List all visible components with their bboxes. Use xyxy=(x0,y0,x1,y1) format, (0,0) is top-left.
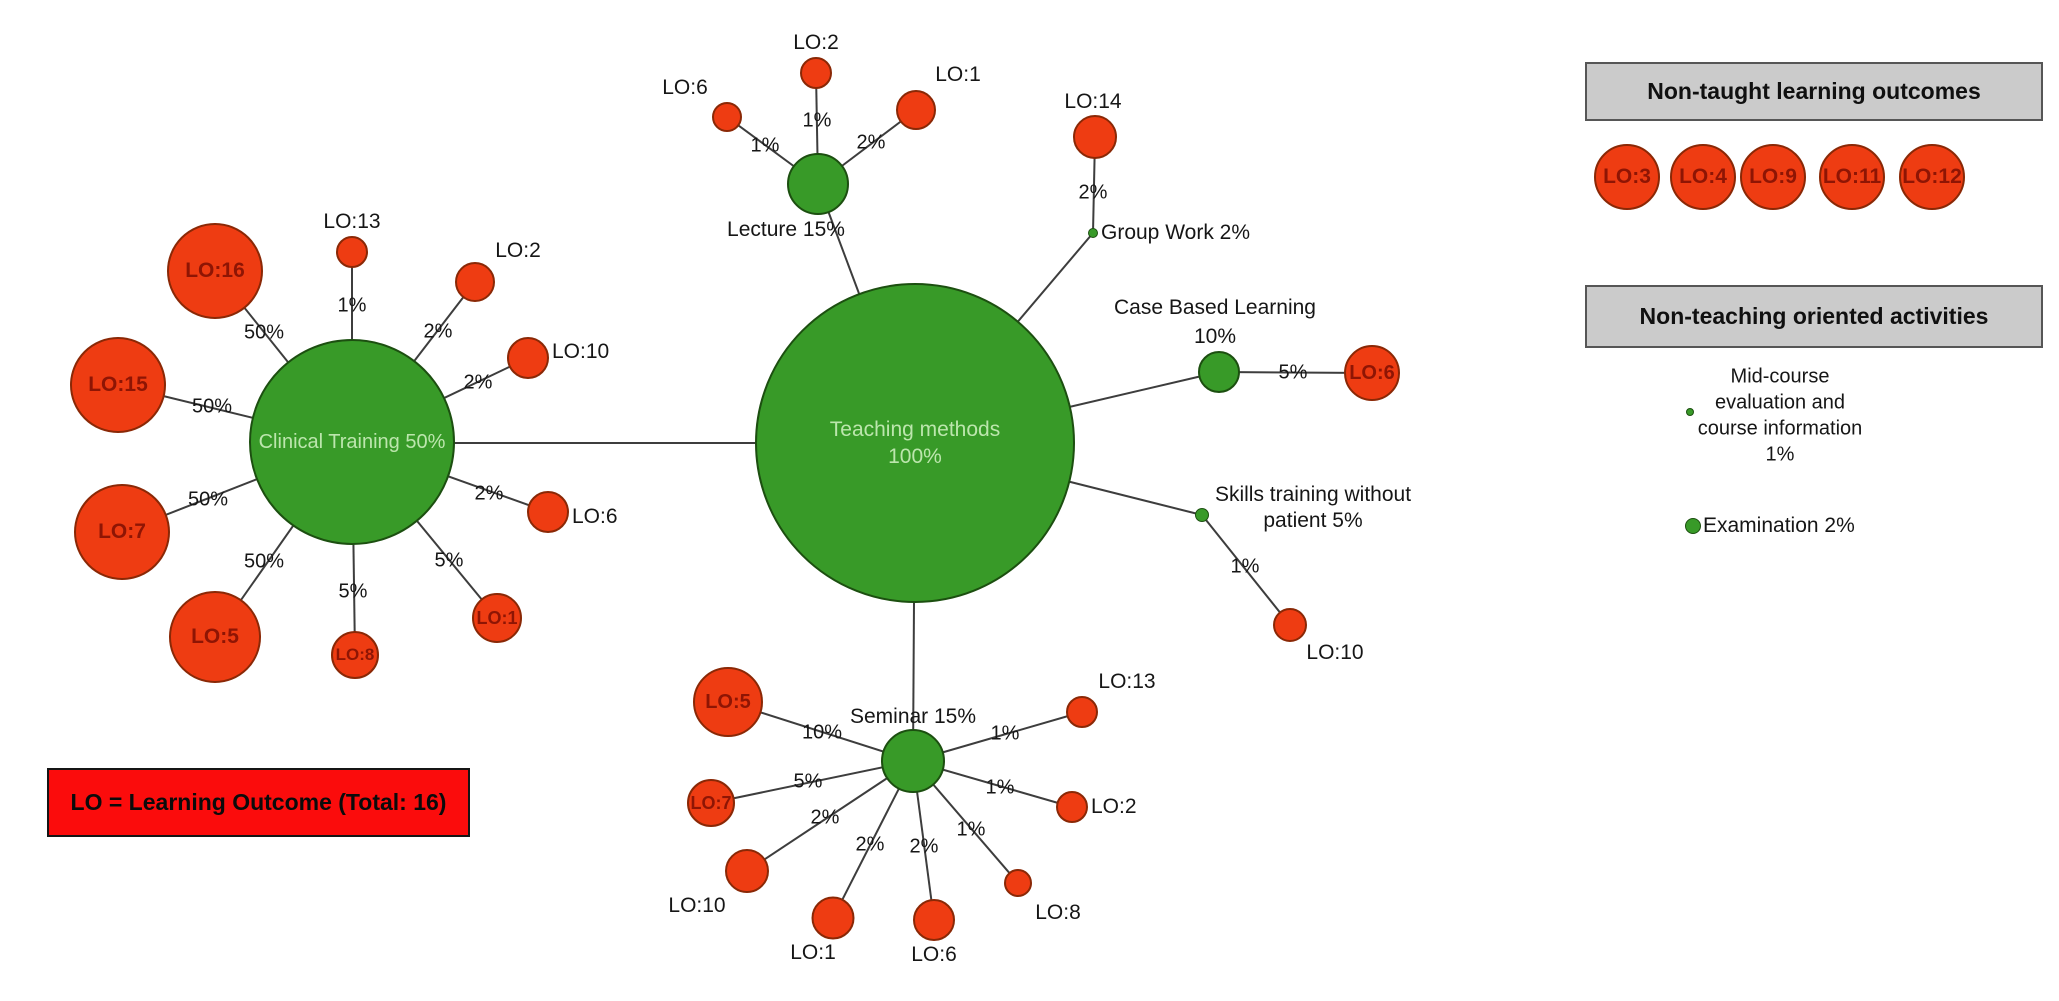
pct-skills-lo10: 1% xyxy=(1230,555,1260,578)
pct-clinical-lo16: 50% xyxy=(243,321,285,344)
node-nontaught-lo9: LO:9 xyxy=(1740,144,1806,210)
node-nontaught-lo4: LO:4 xyxy=(1670,144,1736,210)
label-lecture-lo2: LO:2 xyxy=(793,31,839,54)
label-clinical-lo10: LO:10 xyxy=(552,340,610,363)
label-groupwork-lo14: LO:14 xyxy=(1064,90,1122,113)
pct-clinical-lo10: 2% xyxy=(463,371,493,394)
label-examination: Examination 2% xyxy=(1703,514,1855,537)
node-seminar-lo10 xyxy=(725,849,769,893)
label-skills-lo10: LO:10 xyxy=(1306,641,1364,664)
label-seminar-lo13: LO:13 xyxy=(1098,670,1156,693)
node-teaching-methods: Teaching methods 100% xyxy=(755,283,1075,603)
node-skills-lo10 xyxy=(1273,608,1307,642)
pct-cbl-lo6: 5% xyxy=(1278,361,1308,384)
pct-clinical-lo1: 5% xyxy=(434,549,464,572)
node-seminar-lo7: LO:7 xyxy=(687,779,735,827)
node-nontaught-lo12: LO:12 xyxy=(1899,144,1965,210)
node-midcourse-dot xyxy=(1686,408,1694,416)
label-skills-line1: Skills training without xyxy=(1214,483,1412,506)
pct-clinical-lo5: 50% xyxy=(243,550,285,573)
pct-clinical-lo13: 1% xyxy=(337,294,367,317)
node-nontaught-lo3: LO:3 xyxy=(1594,144,1660,210)
label-skills-line2: patient 5% xyxy=(1263,509,1363,532)
node-seminar xyxy=(881,729,945,793)
node-clinical-lo1: LO:1 xyxy=(472,593,522,643)
teaching-methods-label: Teaching methods 100% xyxy=(829,417,1001,468)
node-seminar-lo2 xyxy=(1056,791,1088,823)
label-clinical-lo2: LO:2 xyxy=(495,239,541,262)
pct-seminar-lo1: 2% xyxy=(855,833,885,856)
pct-clinical-lo8: 5% xyxy=(338,580,368,603)
label-clinical-lo13: LO:13 xyxy=(323,210,381,233)
header-non-teaching-title: Non-teaching oriented activities xyxy=(1639,303,1989,329)
header-non-taught: Non-taught learning outcomes xyxy=(1585,62,2043,121)
label-seminar: Seminar 15% xyxy=(849,705,977,728)
node-skills-dot xyxy=(1195,508,1209,522)
node-clinical-lo8: LO:8 xyxy=(331,631,379,679)
node-clinical-lo2 xyxy=(455,262,495,302)
label-lecture-lo1: LO:1 xyxy=(935,63,981,86)
node-case-based-learning xyxy=(1198,351,1240,393)
pct-lecture-lo2: 1% xyxy=(802,109,832,132)
label-cbl-title: Case Based Learning xyxy=(1114,296,1316,319)
pct-clinical-lo15: 50% xyxy=(191,395,233,418)
pct-clinical-lo6: 2% xyxy=(474,482,504,505)
label-seminar-lo6: LO:6 xyxy=(911,943,957,966)
node-clinical-lo10 xyxy=(507,337,549,379)
node-clinical-lo6 xyxy=(527,491,569,533)
pct-seminar-lo6: 2% xyxy=(909,835,939,858)
node-seminar-lo5: LO:5 xyxy=(693,667,763,737)
pct-lecture-lo6: 1% xyxy=(750,134,780,157)
node-seminar-lo6 xyxy=(913,899,955,941)
pct-groupwork-lo14: 2% xyxy=(1078,181,1108,204)
legend-text: LO = Learning Outcome (Total: 16) xyxy=(70,789,447,815)
label-lecture: Lecture 15% xyxy=(727,218,845,241)
node-examination-dot xyxy=(1685,518,1701,534)
node-lecture xyxy=(787,153,849,215)
node-cbl-lo6: LO:6 xyxy=(1344,345,1400,401)
node-seminar-lo8 xyxy=(1004,869,1032,897)
label-seminar-lo2: LO:2 xyxy=(1091,795,1137,818)
label-midcourse-line1: Mid-course xyxy=(1730,365,1830,388)
pct-seminar-lo8: 1% xyxy=(956,818,986,841)
clinical-training-label: Clinical Training 50% xyxy=(258,431,446,453)
node-seminar-lo13 xyxy=(1066,696,1098,728)
node-group-work-dot xyxy=(1088,228,1098,238)
node-clinical-lo5: LO:5 xyxy=(169,591,261,683)
pct-seminar-lo2: 1% xyxy=(985,776,1015,799)
header-non-taught-title: Non-taught learning outcomes xyxy=(1647,78,1981,104)
label-group-work: Group Work 2% xyxy=(1101,221,1250,244)
label-seminar-lo10: LO:10 xyxy=(668,894,726,917)
pct-lecture-lo1: 2% xyxy=(856,131,886,154)
node-clinical-lo7: LO:7 xyxy=(74,484,170,580)
node-seminar-lo1 xyxy=(811,896,855,940)
node-clinical-training: Clinical Training 50% xyxy=(249,339,455,545)
pct-seminar-lo10: 2% xyxy=(810,806,840,829)
label-cbl-pct: 10% xyxy=(1193,325,1237,348)
node-clinical-lo15: LO:15 xyxy=(70,337,166,433)
label-lecture-lo6: LO:6 xyxy=(662,76,708,99)
node-nontaught-lo11: LO:11 xyxy=(1819,144,1885,210)
pct-seminar-lo13: 1% xyxy=(990,722,1020,745)
label-clinical-lo6: LO:6 xyxy=(572,505,618,528)
pct-seminar-lo5: 10% xyxy=(801,721,843,744)
node-clinical-lo16: LO:16 xyxy=(167,223,263,319)
label-seminar-lo1: LO:1 xyxy=(790,941,836,964)
legend-box: LO = Learning Outcome (Total: 16) xyxy=(47,768,470,837)
label-midcourse-line4: 1% xyxy=(1765,443,1795,466)
pct-clinical-lo7: 50% xyxy=(187,488,229,511)
node-clinical-lo13 xyxy=(336,236,368,268)
node-lecture-lo1 xyxy=(896,90,936,130)
header-non-teaching: Non-teaching oriented activities xyxy=(1585,285,2043,348)
pct-clinical-lo2: 2% xyxy=(423,320,453,343)
node-lecture-lo2 xyxy=(800,57,832,89)
label-midcourse-line3: course information xyxy=(1697,417,1863,440)
pct-seminar-lo7: 5% xyxy=(793,770,823,793)
node-groupwork-lo14 xyxy=(1073,115,1117,159)
label-midcourse-line2: evaluation and xyxy=(1714,391,1846,414)
label-seminar-lo8: LO:8 xyxy=(1035,901,1081,924)
node-lecture-lo6 xyxy=(712,102,742,132)
